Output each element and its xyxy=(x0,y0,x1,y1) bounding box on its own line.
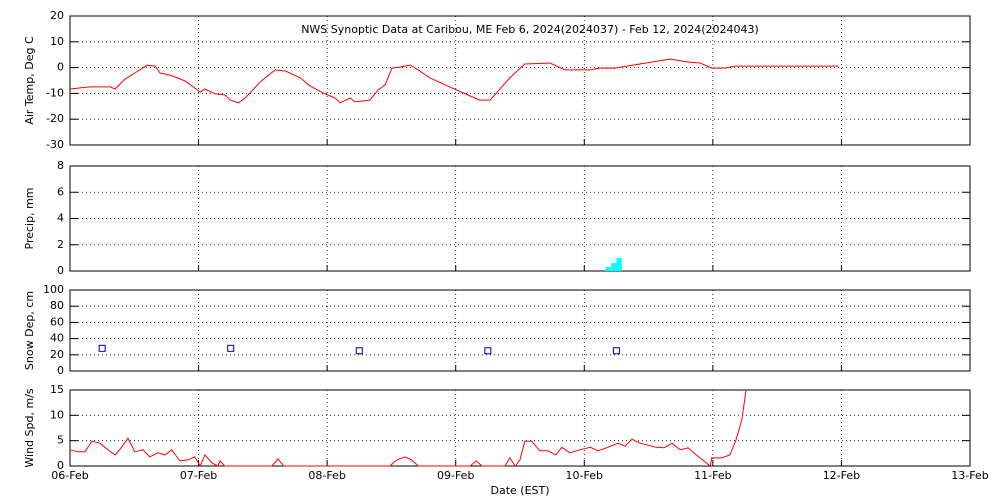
x-axis-label: Date (EST) xyxy=(490,484,549,497)
y-axis-label: Snow Dep, cm xyxy=(23,291,36,370)
data-line xyxy=(69,389,747,468)
y-tick-label: 80 xyxy=(50,299,64,312)
plot-frame xyxy=(69,165,971,272)
x-tick-label: 13-Feb xyxy=(951,469,988,482)
y-axis-label: Wind Spd, m/s xyxy=(23,388,36,468)
y-tick-label: 0 xyxy=(57,459,64,472)
y-tick-label: -10 xyxy=(46,86,64,99)
y-tick-label: 15 xyxy=(50,383,64,396)
bar xyxy=(605,267,612,271)
y-tick-label: -20 xyxy=(46,112,64,125)
x-tick-label: 11-Feb xyxy=(694,469,731,482)
plot-frame xyxy=(69,289,971,372)
x-tick-label: 08-Feb xyxy=(308,469,345,482)
y-tick-label: 40 xyxy=(50,332,64,345)
x-tick-label: 09-Feb xyxy=(437,469,474,482)
point xyxy=(227,344,235,352)
y-tick-label: 2 xyxy=(57,238,64,251)
y-axis-label: Precip, mm xyxy=(23,188,36,250)
x-tick-label: 10-Feb xyxy=(566,469,603,482)
y-tick-label: 0 xyxy=(57,61,64,74)
y-tick-label: 10 xyxy=(50,35,64,48)
plot-frame xyxy=(69,389,971,467)
point xyxy=(98,344,106,352)
y-tick-label: 5 xyxy=(57,434,64,447)
y-axis-label: Air Temp, Deg C xyxy=(23,36,36,125)
x-tick-label: 06-Feb xyxy=(51,469,88,482)
bar xyxy=(611,263,617,271)
point xyxy=(355,347,363,355)
y-tick-label: 20 xyxy=(50,9,64,22)
y-tick-label: 0 xyxy=(57,364,64,377)
point xyxy=(612,347,620,355)
y-tick-label: 0 xyxy=(57,264,64,277)
data-line xyxy=(69,58,839,104)
point xyxy=(484,347,492,355)
bar xyxy=(616,257,622,271)
y-tick-label: 20 xyxy=(50,348,64,361)
plot-frame xyxy=(69,15,971,146)
chart-title: NWS Synoptic Data at Caribou, ME Feb 6, … xyxy=(301,23,759,36)
x-tick-label: 07-Feb xyxy=(180,469,217,482)
y-tick-label: 100 xyxy=(43,283,64,296)
y-tick-label: 4 xyxy=(57,212,64,225)
y-tick-label: 60 xyxy=(50,315,64,328)
y-tick-label: 8 xyxy=(57,159,64,172)
y-tick-label: -30 xyxy=(46,138,64,151)
y-tick-label: 10 xyxy=(50,408,64,421)
x-tick-label: 12-Feb xyxy=(823,469,860,482)
y-tick-label: 6 xyxy=(57,185,64,198)
